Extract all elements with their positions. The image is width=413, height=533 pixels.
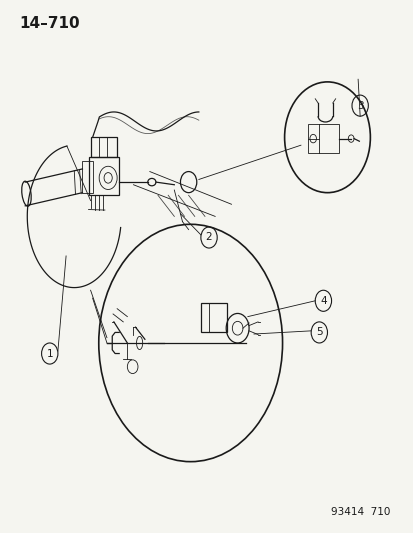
Text: 3: 3 [356, 101, 363, 111]
Text: 93414  710: 93414 710 [331, 507, 390, 517]
Text: 5: 5 [315, 327, 322, 337]
Text: 4: 4 [319, 296, 326, 306]
Text: 2: 2 [205, 232, 212, 243]
Text: 1: 1 [46, 349, 53, 359]
Text: 14–710: 14–710 [19, 16, 80, 31]
